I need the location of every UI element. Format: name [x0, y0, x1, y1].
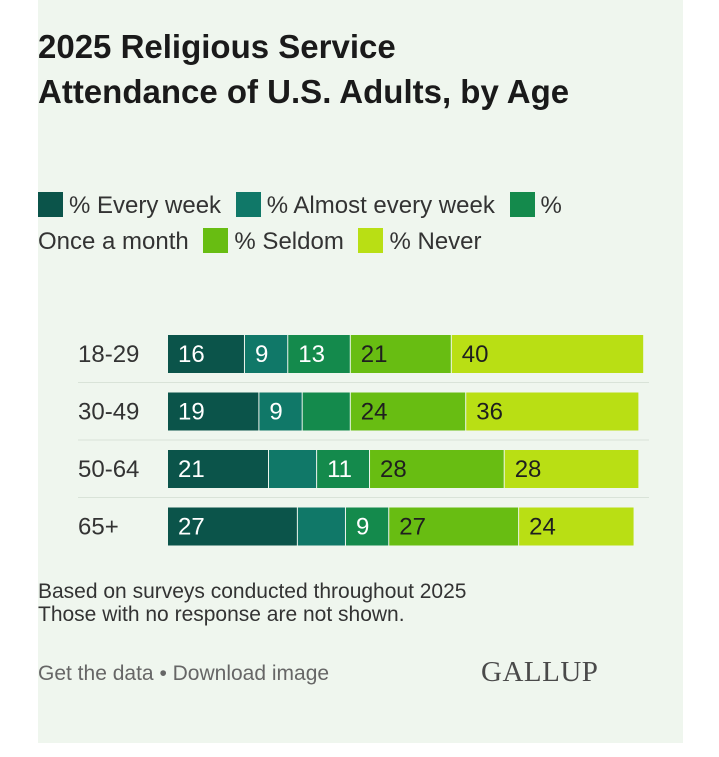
legend-item-almost-every-week: % Almost every week: [235, 192, 502, 219]
chart-title: 2025 Religious Service Attendance of U.S…: [38, 28, 570, 110]
data-label: 28: [515, 456, 542, 483]
bar-segment-50-64-once-a-month: [317, 450, 370, 488]
legend-item-seldom: % Seldom: [203, 228, 350, 255]
legend-label: % Almost every week: [266, 192, 495, 219]
data-label: 21: [178, 456, 205, 483]
data-label: 16: [178, 341, 205, 368]
category-label-30-49: 30-49: [78, 399, 139, 426]
bar-segment-65+-every-week: [168, 507, 297, 546]
bar-segment-30-49-every-week: [168, 392, 259, 431]
data-label: 24: [361, 399, 388, 426]
chart-notes: Based on surveys conducted throughout 20…: [38, 580, 466, 626]
legend: % Every week % Almost every week % Once …: [38, 188, 618, 260]
bar-segment-30-49-almost-every-week: [259, 392, 302, 431]
bar-segment-50-64-almost-every-week: [269, 450, 317, 488]
data-label: 40: [462, 341, 489, 368]
legend-label: % Once a month: [38, 192, 562, 255]
bar-segment-65+-never: [519, 507, 634, 546]
bar-segment-65+-seldom: [389, 507, 519, 546]
legend-swatch-never: [358, 228, 384, 253]
bar-segment-65+-once-a-month: [345, 507, 389, 546]
get-data-link[interactable]: Get the data: [38, 662, 154, 685]
footer-links: Get the data • Download image: [38, 662, 329, 686]
bar-segment-30-49-once-a-month: [302, 392, 350, 431]
data-label: 9: [255, 341, 268, 368]
download-image-link[interactable]: Download image: [172, 662, 330, 685]
bar-segment-18-29-seldom: [350, 335, 451, 373]
note-line-surveys: Based on surveys conducted throughout 20…: [38, 580, 467, 603]
bar-segment-30-49-seldom: [350, 392, 466, 431]
data-label: 11: [327, 456, 352, 483]
bar-segment-18-29-never: [451, 335, 644, 373]
category-label-65+: 65+: [78, 514, 119, 541]
data-label: 19: [178, 399, 205, 426]
bar-segment-18-29-almost-every-week: [244, 335, 288, 373]
footer-separator: •: [159, 662, 167, 685]
legend-item-once-a-month: % Once a month: [38, 192, 562, 255]
legend-item-never: % Never: [358, 228, 482, 255]
bar-segment-18-29-once-a-month: [288, 335, 350, 373]
bar-segment-50-64-seldom: [370, 450, 504, 488]
legend-swatch-almost-every-week: [235, 192, 261, 217]
bar-segment-18-29-every-week: [168, 335, 244, 373]
data-label: 9: [269, 399, 282, 426]
data-label: 36: [476, 399, 503, 426]
legend-label: % Seldom: [234, 228, 344, 255]
bar-segment-30-49-never: [466, 392, 639, 431]
legend-label: % Never: [389, 228, 482, 255]
data-label: 21: [361, 341, 388, 368]
data-label: 27: [178, 514, 205, 541]
data-label: 13: [298, 341, 325, 368]
category-label-50-64: 50-64: [78, 456, 139, 483]
bar-segment-65+-almost-every-week: [297, 507, 345, 546]
legend-label: % Every week: [69, 192, 222, 219]
note-line-no-response: Those with no response are not shown.: [38, 603, 405, 626]
data-label: 9: [356, 514, 369, 541]
gallup-logo: GALLUP: [481, 656, 599, 688]
data-label: 27: [399, 514, 426, 541]
category-label-18-29: 18-29: [78, 341, 139, 368]
data-label: 28: [380, 456, 407, 483]
legend-swatch-seldom: [203, 228, 229, 253]
bar-segment-50-64-every-week: [168, 450, 269, 488]
legend-swatch-every-week: [38, 192, 63, 217]
legend-swatch-once-a-month: [509, 192, 535, 217]
legend-item-every-week: % Every week: [38, 192, 228, 219]
bar-segment-50-64-never: [504, 450, 639, 488]
data-label: 24: [529, 514, 556, 541]
